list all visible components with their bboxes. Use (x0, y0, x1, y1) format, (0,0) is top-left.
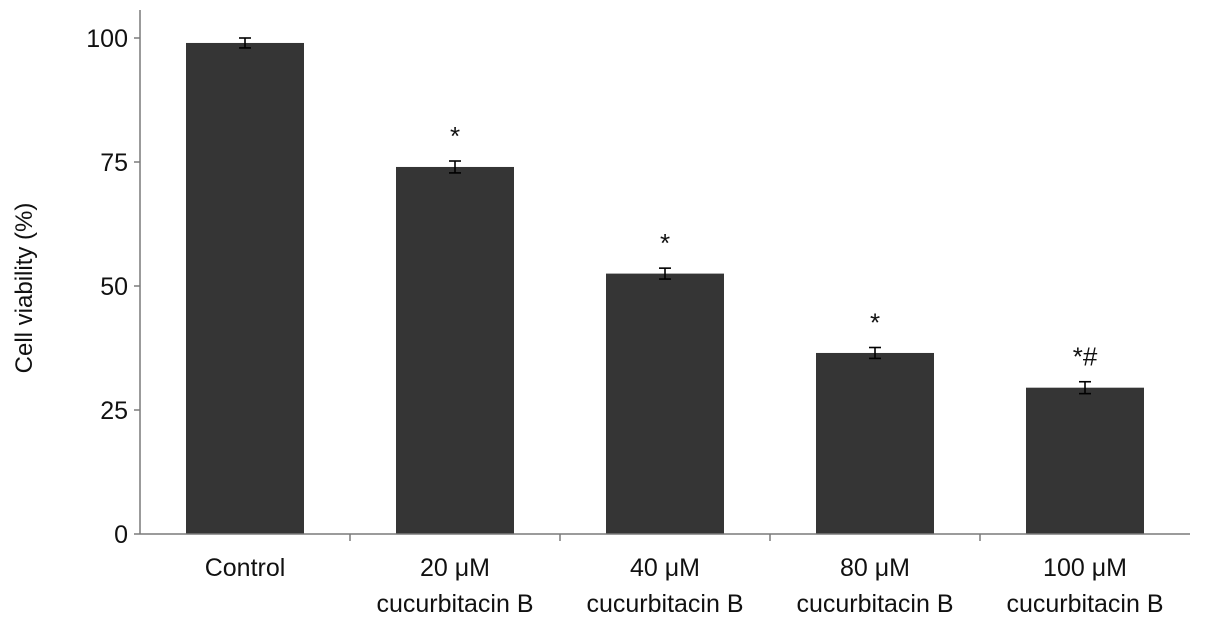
y-tick-label: 100 (86, 25, 128, 53)
x-tick-label: cucurbitacin B (796, 590, 953, 618)
y-tick-label: 50 (100, 273, 128, 301)
error-bars-layer (239, 37, 1091, 395)
significance-label: *# (1073, 342, 1098, 372)
bars-layer (186, 42, 1144, 535)
x-tick-label: 40 μM (630, 554, 700, 582)
labels-layer: 0 25 50 75 100 Control * 20 μM cucurbitacin B * 40… (86, 25, 1163, 618)
x-tick-label: cucurbitacin B (586, 590, 743, 618)
axes-layer (134, 10, 1190, 541)
x-tick-label: 100 μM (1043, 554, 1127, 582)
y-tick-label: 25 (100, 397, 128, 425)
significance-label: * (450, 121, 460, 151)
bar (396, 166, 514, 534)
x-tick-label: Control (205, 554, 286, 582)
y-tick-label: 0 (114, 521, 128, 549)
bar (816, 352, 934, 534)
bar (1026, 387, 1144, 534)
y-axis-label: Cell viability (%) (11, 203, 38, 374)
significance-label: * (660, 228, 670, 258)
y-tick-label: 75 (100, 149, 128, 177)
bar (186, 42, 304, 535)
x-tick-label: cucurbitacin B (1006, 590, 1163, 618)
bar (606, 273, 724, 534)
significance-label: * (870, 308, 880, 338)
x-tick-label: cucurbitacin B (376, 590, 533, 618)
x-tick-label: 80 μM (840, 554, 910, 582)
x-tick-label: 20 μM (420, 554, 490, 582)
